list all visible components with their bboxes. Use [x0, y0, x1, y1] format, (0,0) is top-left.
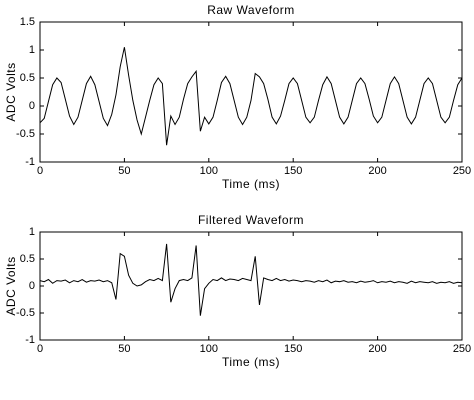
y-axis-label: ADC Volts	[4, 62, 18, 121]
waveform-line	[39, 243, 463, 316]
x-tick-label: 200	[368, 343, 386, 355]
x-tick-label: 50	[118, 165, 130, 177]
y-tick-label: 1	[29, 226, 35, 238]
y-axis-label: ADC Volts	[4, 256, 18, 315]
chart-title: Raw Waveform	[207, 3, 295, 17]
x-tick-label: 50	[118, 343, 130, 355]
y-tick-label: -0.5	[16, 307, 35, 319]
x-axis-label: Time (ms)	[222, 177, 280, 191]
y-tick-label: -1	[25, 334, 35, 346]
y-tick-label: -0.5	[16, 128, 35, 140]
y-tick-label: 1	[29, 44, 35, 56]
waveform-line	[39, 47, 463, 146]
x-tick-label: 0	[37, 343, 43, 355]
x-tick-label: 100	[200, 343, 218, 355]
chart-title: Filtered Waveform	[198, 213, 304, 227]
x-tick-label: 100	[200, 165, 218, 177]
plot-frame	[39, 21, 463, 163]
x-tick-label: 150	[284, 165, 302, 177]
x-tick-label: 150	[284, 343, 302, 355]
y-tick-label: 0.5	[20, 253, 35, 265]
x-tick-label: 0	[37, 165, 43, 177]
y-tick-label: 0.5	[20, 72, 35, 84]
x-tick-label: 200	[368, 165, 386, 177]
plot-frame	[39, 231, 463, 341]
y-tick-label: 0	[29, 280, 35, 292]
x-axis-label: Time (ms)	[222, 355, 280, 369]
x-tick-label: 250	[453, 343, 471, 355]
y-tick-label: -1	[25, 156, 35, 168]
y-tick-label: 0	[29, 100, 35, 112]
y-tick-label: 1.5	[20, 16, 35, 28]
x-tick-label: 250	[453, 165, 471, 177]
